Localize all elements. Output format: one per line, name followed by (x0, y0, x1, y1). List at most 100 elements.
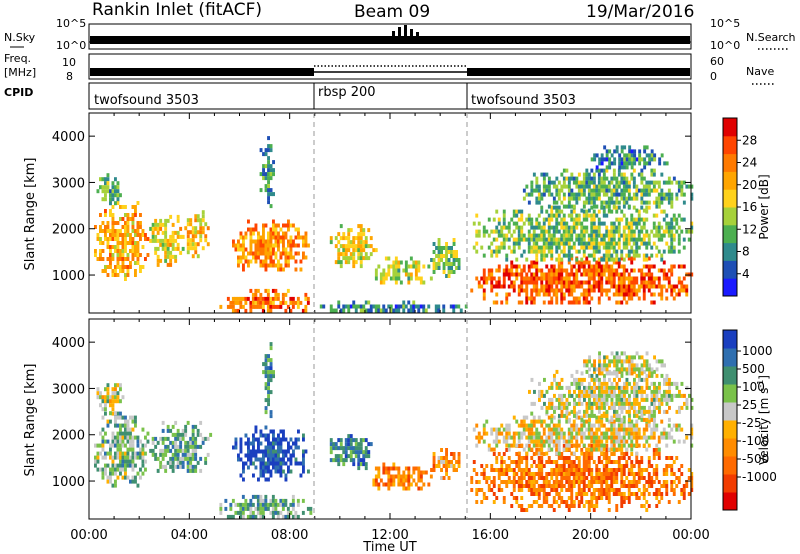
echo-cell (555, 464, 559, 468)
echo-cell (347, 260, 351, 265)
echo-cell (124, 423, 127, 428)
echo-cell (189, 444, 193, 449)
echo-cell (575, 180, 579, 185)
echo-cell (615, 447, 619, 452)
echo-cell (557, 276, 561, 281)
echo-cell (567, 447, 571, 452)
echo-cell (595, 504, 599, 508)
echo-cell (246, 506, 250, 511)
echo-cell (540, 456, 544, 460)
echo-cell (570, 496, 574, 500)
echo-cell (642, 427, 646, 432)
echo-cell (613, 409, 616, 414)
echo-cell (682, 192, 686, 197)
echo-cell (517, 272, 521, 277)
echo-cell (452, 452, 456, 456)
echo-cell (472, 468, 476, 472)
echo-cell (607, 476, 611, 480)
echo-cell (570, 188, 574, 193)
echo-cell (267, 180, 270, 185)
echo-cell (632, 276, 636, 281)
echo-cell (291, 494, 295, 499)
echo-cell (104, 439, 107, 444)
echo-cell (302, 465, 305, 470)
echo-cell (667, 431, 671, 436)
echo-cell (547, 276, 551, 281)
echo-cell (244, 300, 248, 305)
echo-cell (149, 238, 153, 243)
echo-cell (154, 238, 158, 243)
echo-cell (623, 161, 627, 166)
echo-cell (437, 258, 441, 262)
echo-cell (492, 468, 496, 472)
echo-cell (560, 217, 564, 222)
echo-cell (447, 464, 451, 468)
echo-cell (244, 441, 248, 446)
echo-cell (570, 492, 574, 496)
echo-cell (99, 257, 102, 261)
echo-cell (597, 468, 601, 472)
echo-cell (274, 255, 278, 260)
echo-cell (672, 217, 676, 222)
echo-cell (256, 506, 260, 511)
echo-cell (179, 456, 183, 461)
echo-cell (106, 451, 110, 456)
echo-cell (647, 184, 651, 189)
power-echo-cells (94, 136, 694, 313)
echo-cell (515, 209, 519, 214)
echo-cell (567, 276, 571, 281)
echo-cell (154, 226, 158, 231)
echo-cell (550, 217, 554, 222)
echo-cell (592, 184, 596, 189)
echo-cell (99, 451, 102, 456)
echo-cell (613, 401, 616, 406)
echo-cell (447, 258, 451, 262)
echo-cell (527, 237, 531, 242)
echo-cell (174, 436, 178, 441)
echo-cell (615, 284, 619, 289)
echo-cell (575, 296, 579, 301)
echo-cell (677, 468, 681, 472)
echo-cell (109, 399, 112, 404)
echo-cell (587, 508, 591, 512)
echo-cell (555, 237, 559, 242)
echo-cell (552, 423, 556, 428)
echo-cell (267, 398, 270, 403)
echo-cell (555, 427, 559, 432)
echo-cell (677, 476, 681, 480)
echo-cell (632, 476, 636, 480)
echo-cell (121, 265, 125, 269)
echo-cell (104, 387, 107, 392)
echo-cell (507, 237, 511, 242)
echo-cell (675, 484, 679, 488)
echo-cell (592, 192, 596, 197)
echo-cell (382, 280, 386, 285)
echo-cell (369, 244, 373, 249)
echo-cell (362, 244, 366, 249)
echo-cell (570, 504, 574, 508)
echo-cell (680, 180, 684, 185)
echo-cell (562, 221, 566, 226)
echo-cell (562, 447, 566, 452)
echo-cell (592, 237, 596, 242)
echo-cell (124, 451, 127, 456)
echo-cell (625, 221, 629, 226)
echo-cell (126, 257, 130, 261)
echo-cell (560, 296, 564, 301)
echo-cell (487, 276, 491, 281)
echo-cell (557, 456, 561, 460)
echo-cell (590, 205, 594, 210)
echo-cell (440, 258, 443, 262)
echo-cell (657, 233, 661, 238)
echo-cell (259, 502, 263, 507)
echo-cell (650, 188, 654, 193)
echo-cell (585, 413, 589, 418)
echo-cell (397, 482, 401, 487)
echo-cell (101, 197, 105, 202)
echo-cell (600, 288, 604, 293)
echo-cell (264, 358, 268, 363)
echo-cell (515, 419, 519, 424)
echo-cell (111, 225, 115, 229)
echo-cell (475, 443, 479, 448)
echo-cell (583, 397, 586, 402)
